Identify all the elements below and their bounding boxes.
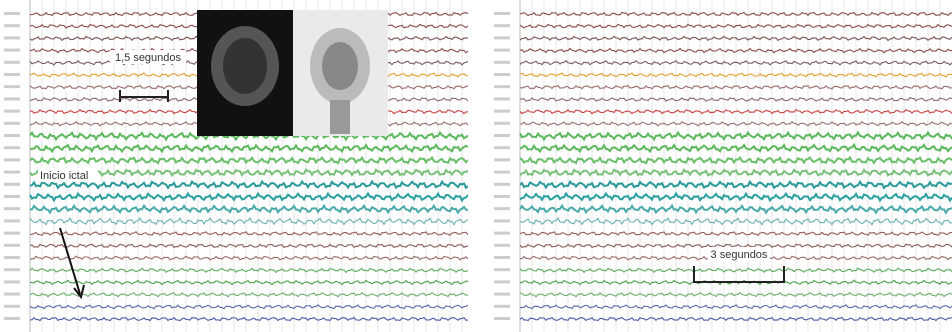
channel-label [4,158,20,161]
channel-label [4,110,20,113]
channel-label [494,49,510,52]
channel-label [4,219,20,222]
channel-label [494,85,510,88]
channel-label [494,12,510,15]
channel-label [4,280,20,283]
channel-label [494,110,510,113]
mri-stem [330,100,350,134]
channel-label [4,317,20,320]
channel-label [4,207,20,210]
eeg-figure: 1,5 segundos Inicio ictal 3 segundos [0,0,952,332]
channel-label [4,73,20,76]
channel-label [4,195,20,198]
channel-label [4,232,20,235]
channel-label [4,85,20,88]
mri-inner-2 [322,42,358,90]
channel-label [494,73,510,76]
channel-label [494,24,510,27]
scale-label: 1,5 segundos [115,52,182,64]
channel-label [4,36,20,39]
channel-label [4,183,20,186]
channel-label [4,305,20,308]
channel-label [494,256,510,259]
channel-label [494,293,510,296]
channel-label [4,12,20,15]
channel-label [4,97,20,100]
channel-label [494,134,510,137]
channel-label [494,158,510,161]
channel-label [4,134,20,137]
channel-label [494,280,510,283]
channel-label [494,146,510,149]
channel-label [4,293,20,296]
channel-label [4,122,20,125]
channel-label [494,219,510,222]
channel-label [494,171,510,174]
scale-label: 3 segundos [711,249,768,261]
channel-label [494,195,510,198]
channel-label [494,61,510,64]
onset-label: Inicio ictal [40,170,88,182]
channel-label [494,97,510,100]
channel-label [4,244,20,247]
channel-label [4,146,20,149]
channel-label [4,256,20,259]
channel-label [494,244,510,247]
mri-inset [197,10,388,136]
channel-label [494,232,510,235]
mri-inner [223,38,267,94]
channel-label [494,122,510,125]
channel-label [494,183,510,186]
channel-label [494,317,510,320]
channel-label [494,268,510,271]
channel-label [4,49,20,52]
channel-label [4,268,20,271]
channel-label [494,305,510,308]
channel-label [494,207,510,210]
channel-label [4,61,20,64]
channel-label [494,36,510,39]
channel-label [4,171,20,174]
channel-label [4,24,20,27]
